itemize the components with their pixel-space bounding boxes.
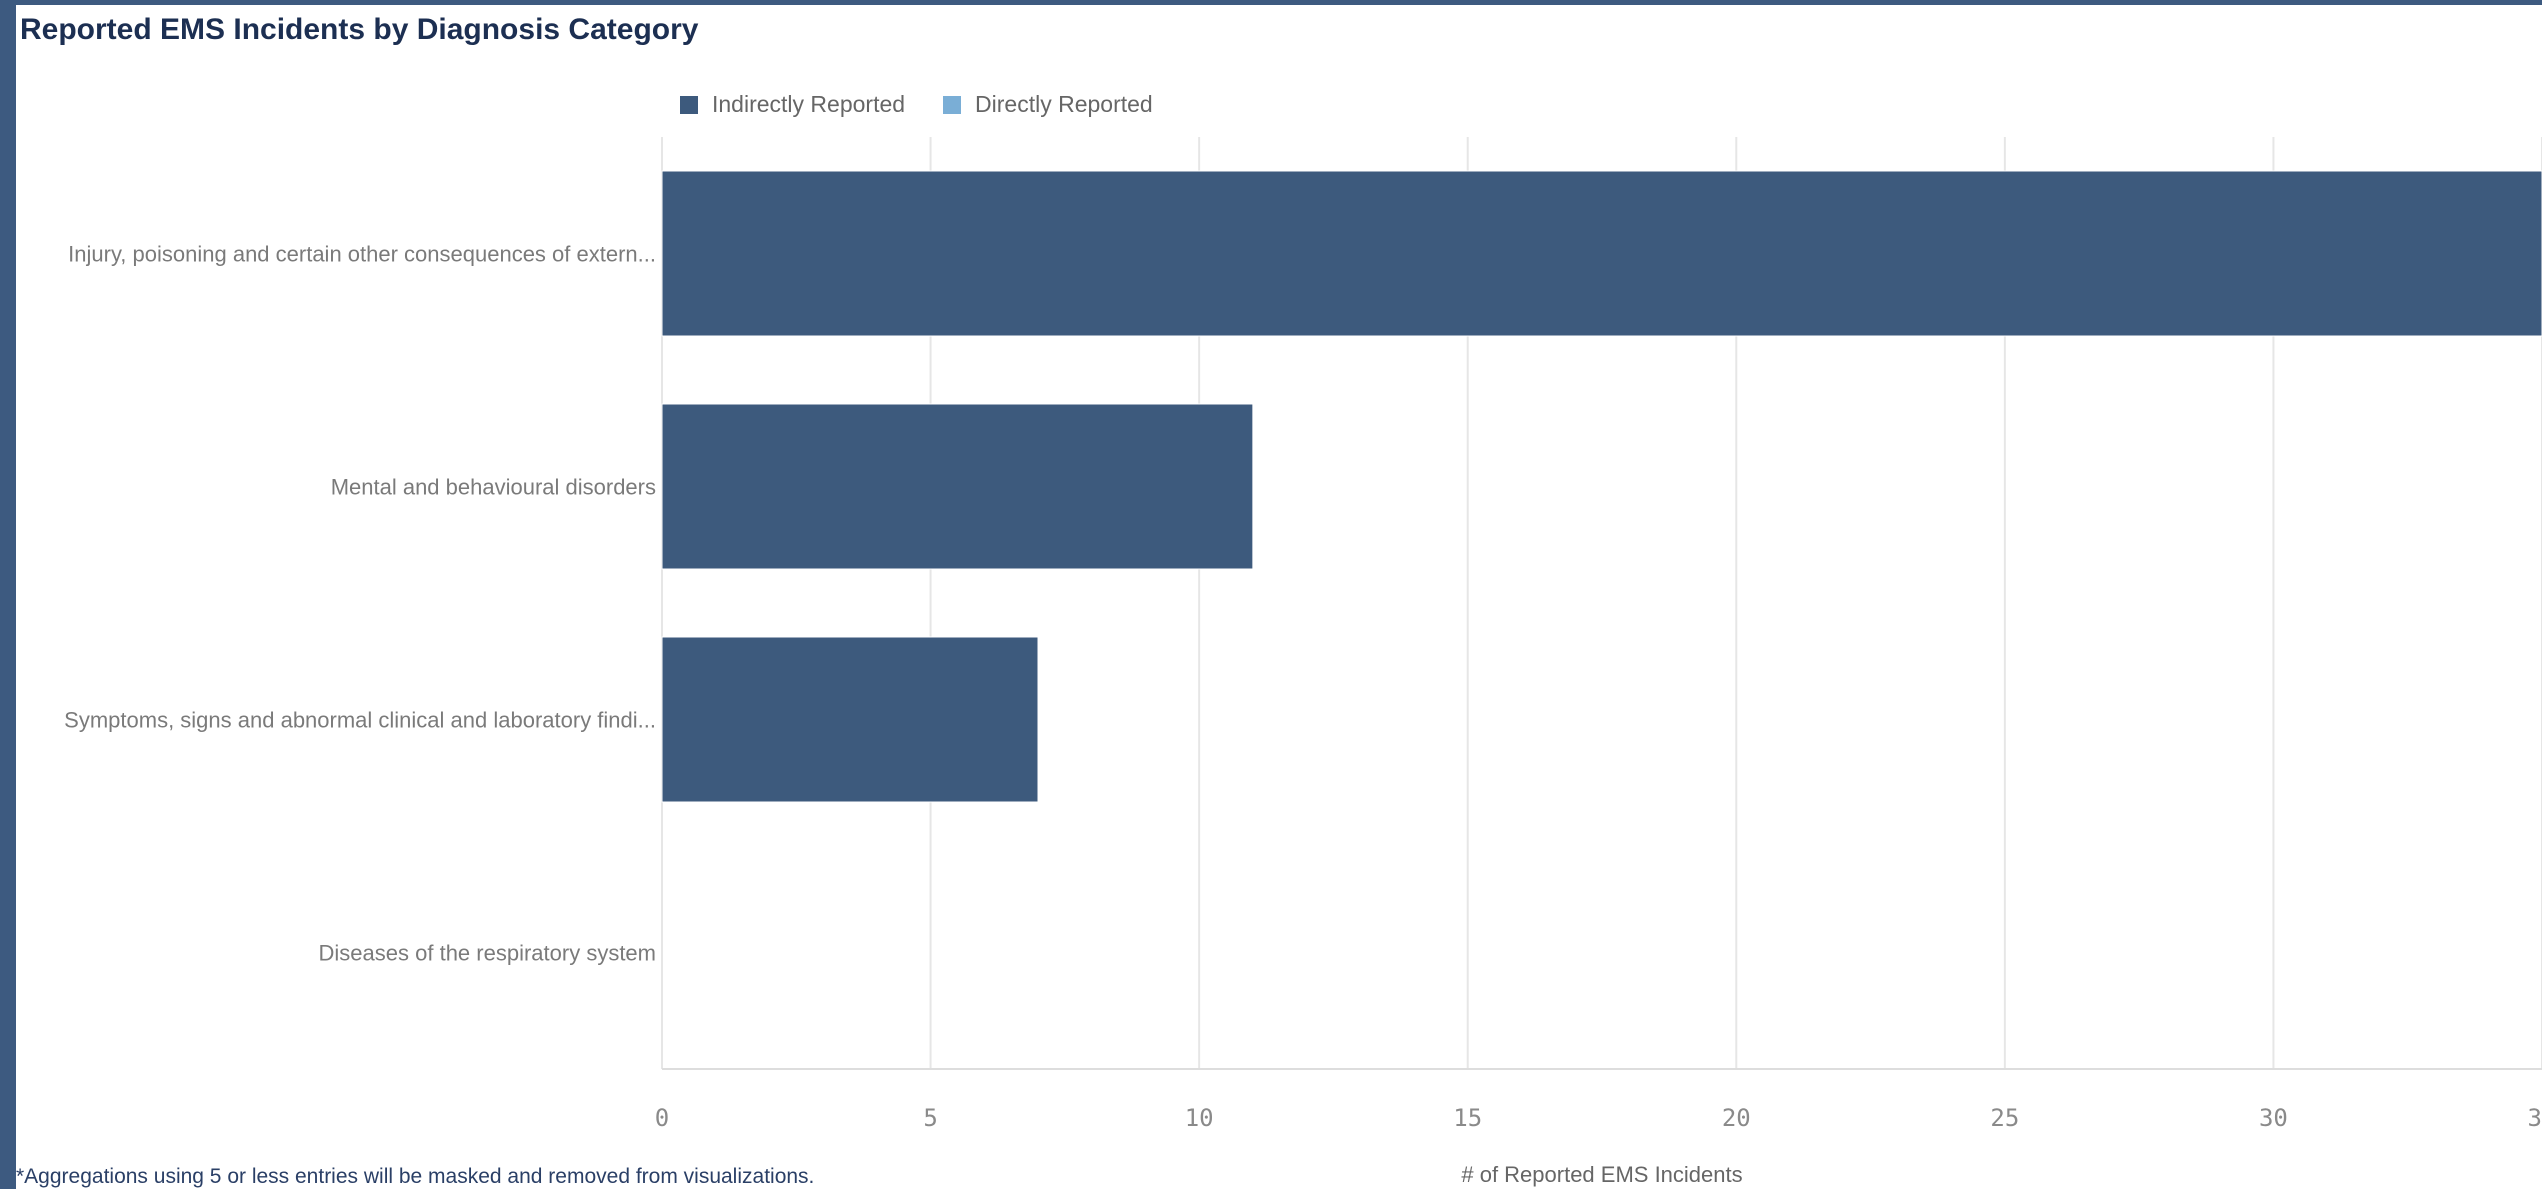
x-tick-label: 10 xyxy=(1185,1104,1214,1132)
legend-swatch-direct xyxy=(943,95,962,114)
bar-indirect xyxy=(661,403,1254,570)
x-tick-label: 20 xyxy=(1722,1104,1751,1132)
footnote: *Aggregations using 5 or less entries wi… xyxy=(16,1165,815,1188)
legend-label-direct: Directly Reported xyxy=(975,91,1153,117)
bar-indirect xyxy=(661,170,2542,337)
x-tick-label: 25 xyxy=(1990,1104,2019,1132)
category-label: Injury, poisoning and certain other cons… xyxy=(68,242,656,267)
chart-legend: Indirectly Reported Directly Reported xyxy=(680,91,1179,118)
x-tick-label: 35 xyxy=(2528,1104,2542,1132)
x-tick-label: 30 xyxy=(2259,1104,2288,1132)
x-tick-label: 5 xyxy=(923,1104,937,1132)
bar-indirect xyxy=(661,636,1039,803)
category-label: Mental and behavioural disorders xyxy=(331,475,656,500)
legend-item-direct[interactable]: Directly Reported xyxy=(943,91,1153,118)
legend-item-indirect[interactable]: Indirectly Reported xyxy=(680,91,905,118)
bar-chart: 0 5 10 15 20 25 30 35 Injury, poisoning and cert… xyxy=(64,137,2542,1187)
chart-panel: Reported EMS Incidents by Diagnosis Cate… xyxy=(16,5,2542,1189)
chart-title: Reported EMS Incidents by Diagnosis Cate… xyxy=(20,13,699,46)
x-axis-title: # of Reported EMS Incidents xyxy=(1461,1162,1742,1187)
category-label: Symptoms, signs and abnormal clinical an… xyxy=(64,708,656,733)
x-tick-label: 0 xyxy=(655,1104,669,1132)
x-tick-label: 15 xyxy=(1453,1104,1482,1132)
category-label: Diseases of the respiratory system xyxy=(319,941,656,966)
legend-label-indirect: Indirectly Reported xyxy=(712,91,906,117)
legend-swatch-indirect xyxy=(680,95,698,114)
